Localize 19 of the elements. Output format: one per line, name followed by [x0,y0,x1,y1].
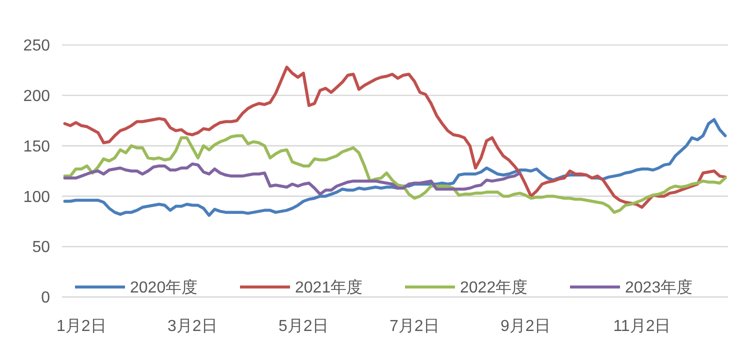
legend-label: 2021年度 [295,278,363,297]
y-tick-label: 250 [23,38,50,55]
y-tick-label: 0 [41,290,50,307]
line-series [63,66,727,209]
y-tick-label: 200 [23,88,50,105]
y-tick-label: 150 [23,138,50,156]
x-tick-label: 11月2日 [613,318,671,335]
x-tick-label: 3月2日 [168,318,218,335]
line-series [63,162,522,196]
line-series [63,134,727,214]
legend-label: 2022年度 [460,278,528,297]
x-tick-label: 7月2日 [390,318,440,335]
x-tick-label: 9月2日 [500,318,550,335]
y-tick-label: 100 [23,188,50,206]
legend-label: 2020年度 [130,278,198,297]
x-tick-label: 5月2日 [278,318,328,335]
x-tick-label: 1月2日 [56,318,106,335]
legend-label: 2023年度 [625,278,693,297]
y-tick-label: 50 [32,239,50,256]
